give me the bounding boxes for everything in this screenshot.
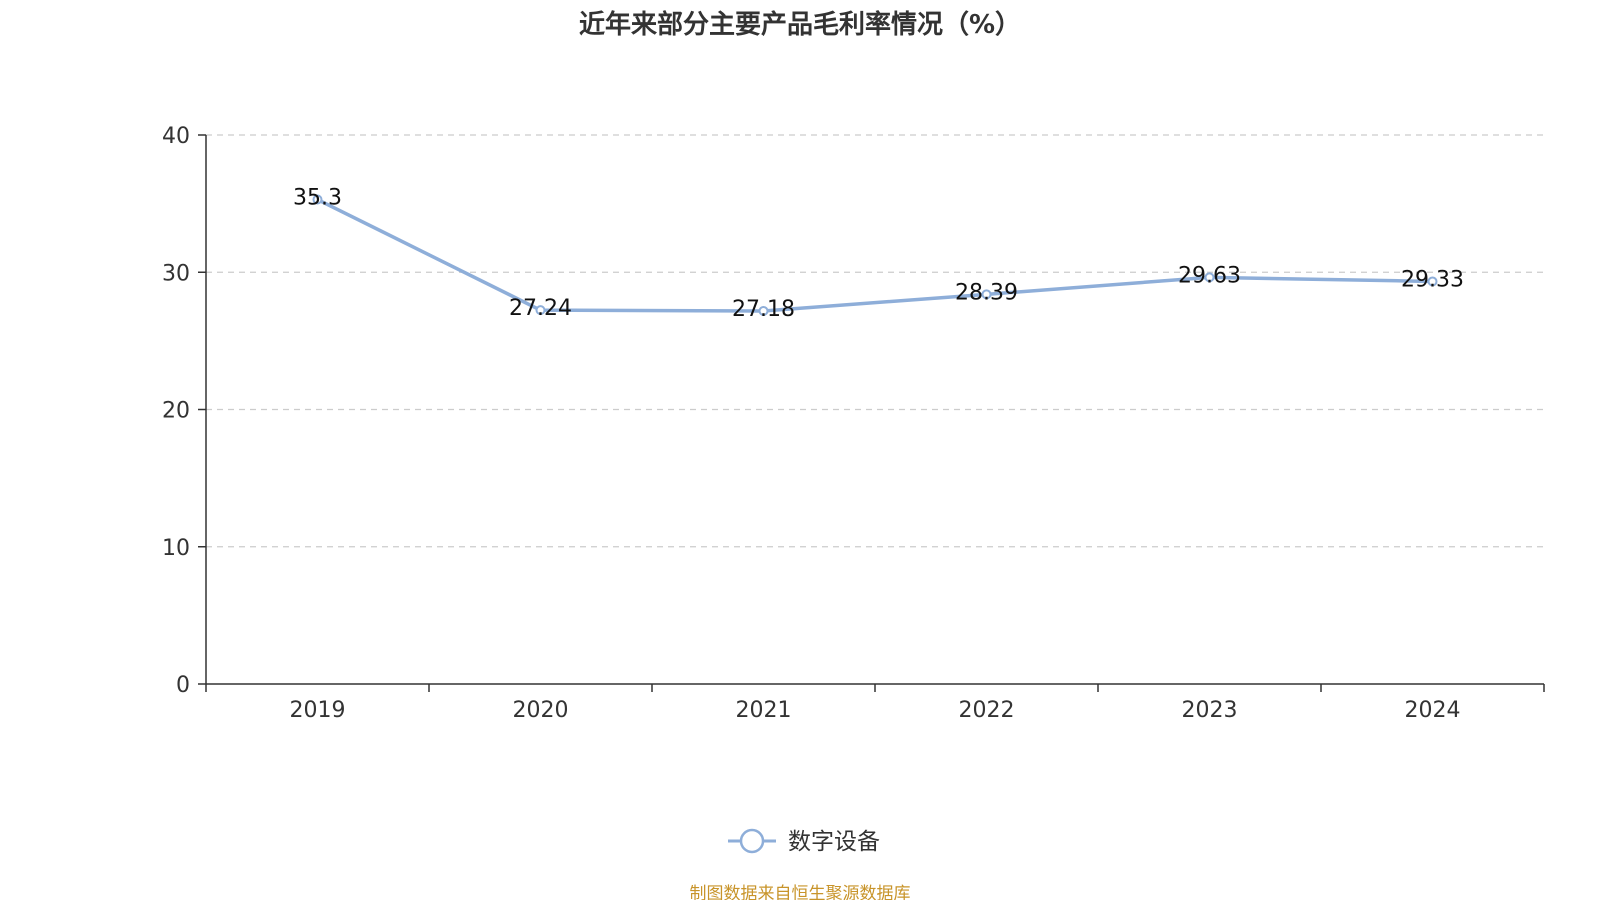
chart-title: 近年来部分主要产品毛利率情况（%） <box>579 9 1021 40</box>
y-tick-label: 10 <box>162 536 190 561</box>
x-tick-label: 2019 <box>290 698 346 723</box>
data-label: 29.63 <box>1178 263 1241 288</box>
gridlines <box>206 134 1544 548</box>
data-point[interactable] <box>981 289 992 300</box>
series-line <box>315 197 1435 313</box>
data-point[interactable] <box>1427 276 1438 287</box>
y-tick-label: 40 <box>162 124 190 149</box>
legend-label: 数字设备 <box>788 829 880 855</box>
x-tick-label: 2024 <box>1405 698 1461 723</box>
x-tick-label: 2022 <box>959 698 1015 723</box>
data-label: 27.18 <box>732 297 795 322</box>
legend-circle-marker <box>739 828 765 854</box>
data-label: 28.39 <box>955 280 1018 305</box>
data-point[interactable] <box>535 305 546 316</box>
axes: 0 10 20 30 40 2019 2020 2021 2022 2023 2024 <box>162 124 1545 723</box>
data-point[interactable] <box>758 305 769 316</box>
x-tick-label: 2021 <box>736 698 792 723</box>
source-note: 制图数据来自恒生聚源数据库 <box>690 884 911 900</box>
data-point[interactable] <box>312 194 323 205</box>
data-labels: 35.3 27.24 27.18 28.39 29.63 29.33 <box>293 186 1464 322</box>
y-tick-label: 0 <box>176 673 190 698</box>
y-tick-label: 20 <box>162 399 190 424</box>
x-tick-label: 2023 <box>1182 698 1238 723</box>
data-label: 35.3 <box>293 186 342 211</box>
x-tick-label: 2020 <box>513 698 569 723</box>
data-label: 27.24 <box>509 296 572 321</box>
legend[interactable]: 数字设备 <box>728 828 880 855</box>
data-point[interactable] <box>1204 272 1215 283</box>
data-label: 29.33 <box>1401 267 1464 292</box>
y-tick-label: 30 <box>162 261 190 286</box>
series-layer <box>312 194 1438 316</box>
